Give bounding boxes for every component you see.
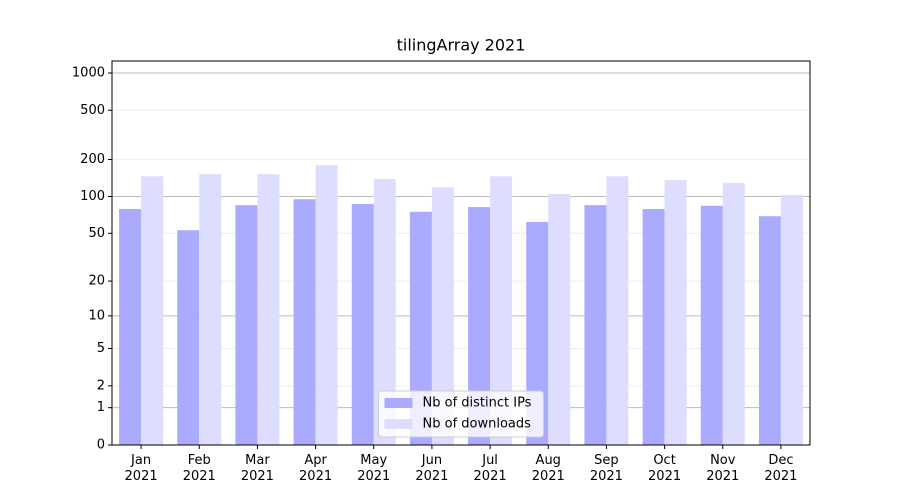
bar	[584, 205, 607, 445]
bar	[315, 165, 338, 445]
legend-box	[378, 390, 544, 438]
x-tick-label: Dec 2021	[764, 453, 798, 484]
y-tick-label: 10	[88, 308, 105, 323]
bar	[468, 207, 491, 445]
bar	[235, 205, 258, 445]
y-tick-label: 200	[80, 152, 105, 167]
y-tick-label: 500	[80, 103, 105, 118]
x-tick-label: Oct 2021	[648, 453, 682, 484]
bar	[431, 187, 454, 445]
legend-label: Nb of distinct IPs	[423, 396, 532, 411]
bar	[177, 230, 200, 445]
chart-title: tilingArray 2021	[397, 36, 526, 55]
y-tick-label: 5	[97, 341, 105, 356]
x-tick-label: Aug 2021	[531, 453, 565, 484]
plot-frame	[111, 60, 811, 446]
bar	[373, 178, 396, 445]
x-tick-label: Jun 2021	[415, 453, 449, 484]
y-tick-label: 50	[88, 226, 105, 241]
bar	[119, 209, 142, 445]
x-tick-label: Mar 2021	[240, 453, 274, 484]
x-tick-label: Apr 2021	[299, 453, 333, 484]
x-tick-label: Jan 2021	[124, 453, 158, 484]
x-tick-label: Sep 2021	[589, 453, 623, 484]
bar	[293, 199, 316, 445]
y-tick-label: 20	[88, 274, 105, 289]
x-tick-label: Feb 2021	[182, 453, 216, 484]
grid	[112, 72, 810, 446]
legend-swatch	[384, 398, 413, 408]
bar	[526, 221, 549, 445]
bar	[199, 174, 222, 446]
bar	[257, 174, 280, 446]
legend-label: Nb of downloads	[423, 417, 532, 432]
x-tick-label: Jul 2021	[473, 453, 507, 484]
bar	[141, 176, 164, 446]
bar	[664, 180, 687, 445]
y-tick-label: 1	[97, 400, 105, 415]
bar	[780, 194, 803, 445]
legend-swatch	[384, 419, 413, 429]
bar	[642, 209, 665, 445]
y-tick-label: 100	[80, 189, 105, 204]
bar	[758, 216, 781, 445]
y-tick-label: 2	[97, 378, 105, 393]
bar	[548, 193, 571, 445]
x-tick-label: Nov 2021	[706, 453, 740, 484]
bar	[409, 211, 432, 445]
y-tick-label: 0	[97, 438, 105, 453]
legend: Nb of distinct IPs Nb of downloads	[378, 390, 544, 438]
y-tick-label: 1000	[72, 66, 105, 81]
bar	[490, 176, 513, 446]
x-tick-label: May 2021	[357, 453, 391, 484]
bar	[722, 182, 745, 445]
bar	[606, 176, 629, 446]
bar	[700, 205, 723, 445]
bar	[351, 203, 374, 445]
